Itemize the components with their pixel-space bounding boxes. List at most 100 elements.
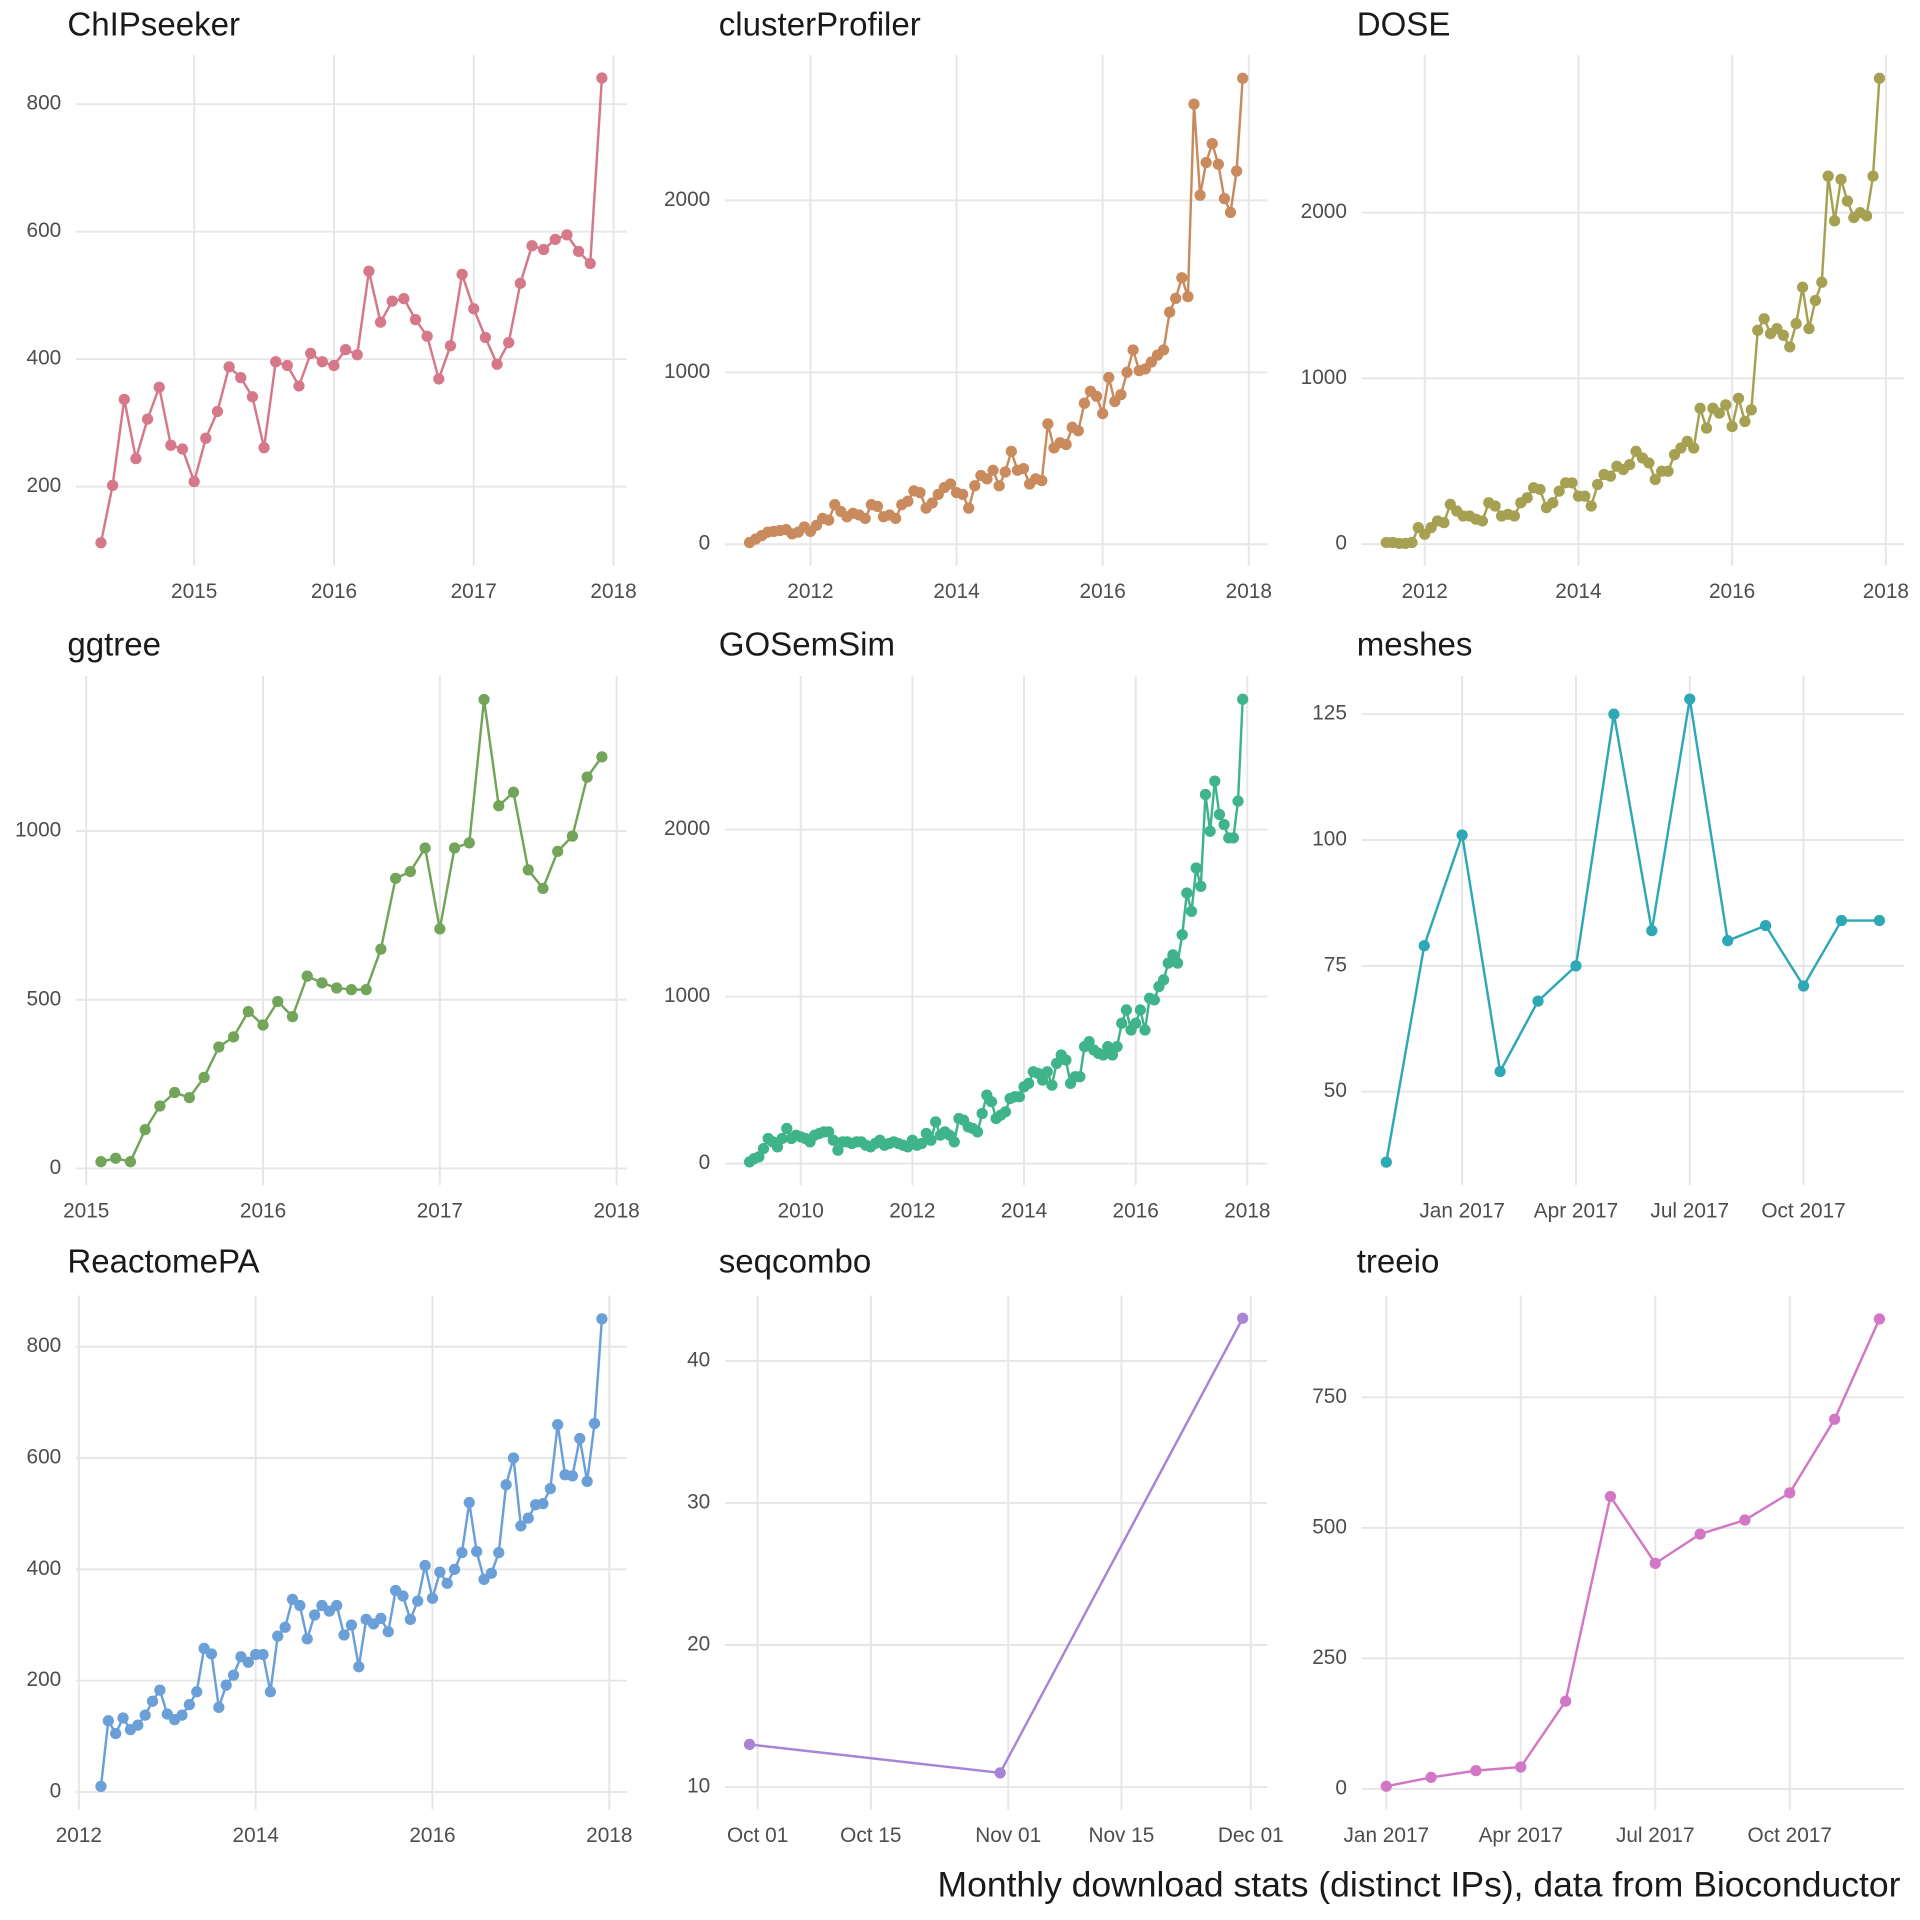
x-tick-label: 2018 <box>586 1824 632 1847</box>
point <box>345 1619 358 1631</box>
point <box>1532 995 1544 1007</box>
point <box>1115 389 1127 401</box>
x-tick-label: 2012 <box>787 580 833 603</box>
point <box>316 977 328 989</box>
point <box>468 303 480 315</box>
point <box>1822 170 1834 182</box>
point <box>272 995 284 1008</box>
point <box>1608 708 1620 720</box>
y-tick-label: 750 <box>1312 1385 1347 1408</box>
x-tick-label: Jul 2017 <box>1616 1824 1695 1847</box>
point <box>999 1106 1012 1118</box>
x-tick-label: 2016 <box>409 1824 455 1847</box>
point <box>859 512 871 525</box>
point <box>1176 272 1188 284</box>
series-line <box>1386 1318 1881 1788</box>
point <box>1218 818 1230 831</box>
panel-title: treeio <box>1357 1243 1440 1280</box>
point <box>538 243 550 256</box>
point <box>139 1709 151 1721</box>
point <box>1841 195 1854 207</box>
x-tick-label: Apr 2017 <box>1534 1200 1618 1223</box>
point <box>552 1419 564 1431</box>
point <box>1167 949 1179 961</box>
point <box>1784 341 1796 353</box>
point <box>1380 1156 1392 1168</box>
y-tick-label: 1000 <box>15 819 61 842</box>
point <box>375 1612 387 1624</box>
point <box>1121 366 1133 378</box>
point <box>353 1661 365 1673</box>
point <box>1237 1312 1249 1324</box>
point <box>552 845 564 857</box>
point <box>421 330 433 342</box>
panel-title: ReactomePA <box>67 1243 259 1280</box>
x-tick-label: Nov 15 <box>1088 1824 1154 1847</box>
point <box>293 380 305 392</box>
point <box>110 1727 122 1740</box>
caption: Monthly download stats (distinct IPs), d… <box>938 1864 1901 1904</box>
point <box>1579 490 1591 502</box>
point <box>500 1479 512 1491</box>
point <box>146 1695 159 1707</box>
point <box>971 1126 984 1138</box>
point <box>1694 402 1706 414</box>
point <box>257 1019 269 1031</box>
y-tick-label: 1000 <box>664 360 710 383</box>
point <box>386 295 398 307</box>
point <box>281 359 293 372</box>
point <box>1116 1017 1128 1029</box>
point <box>331 982 343 994</box>
point <box>1200 156 1212 169</box>
point <box>1494 1065 1506 1078</box>
point <box>588 1417 601 1430</box>
point <box>596 72 608 84</box>
x-tick-label: Jan 2017 <box>1344 1824 1430 1847</box>
point <box>419 1559 431 1572</box>
point <box>993 480 1005 492</box>
point <box>1204 825 1216 837</box>
point <box>823 514 835 526</box>
point <box>258 442 270 454</box>
point <box>1570 960 1582 972</box>
point <box>412 1595 424 1607</box>
point <box>1873 72 1886 84</box>
y-tick-label: 30 <box>687 1490 710 1513</box>
point <box>1060 1054 1072 1066</box>
point <box>827 1134 839 1146</box>
point <box>139 1124 151 1136</box>
point <box>1752 324 1764 336</box>
point <box>1425 1771 1437 1784</box>
point <box>969 480 981 492</box>
x-tick-label: 2016 <box>1709 580 1755 603</box>
x-tick-label: 2016 <box>1080 580 1126 603</box>
point <box>1190 862 1202 874</box>
point <box>1232 795 1244 807</box>
point <box>398 292 410 305</box>
point <box>1050 1057 1063 1070</box>
panel-title: seqcombo <box>719 1243 871 1280</box>
panel-title: DOSE <box>1357 7 1451 44</box>
point <box>1157 974 1170 986</box>
point <box>419 842 431 854</box>
point <box>1060 438 1072 451</box>
point <box>1111 1041 1123 1053</box>
x-tick-label: Nov 01 <box>975 1824 1041 1847</box>
point <box>301 970 313 982</box>
point <box>1212 158 1224 170</box>
point <box>1646 924 1658 937</box>
point <box>409 314 422 326</box>
series-line <box>99 77 604 544</box>
point <box>1418 940 1430 952</box>
x-tick-label: Dec 01 <box>1218 1824 1284 1847</box>
point <box>1860 210 1873 222</box>
point <box>1534 483 1546 496</box>
point <box>1476 515 1488 527</box>
y-tick-label: 75 <box>1324 953 1347 976</box>
point <box>776 1132 788 1145</box>
point <box>999 466 1011 478</box>
x-tick-label: 2018 <box>1863 580 1909 603</box>
point <box>507 786 520 798</box>
point <box>235 372 247 384</box>
series-line <box>1386 78 1881 545</box>
